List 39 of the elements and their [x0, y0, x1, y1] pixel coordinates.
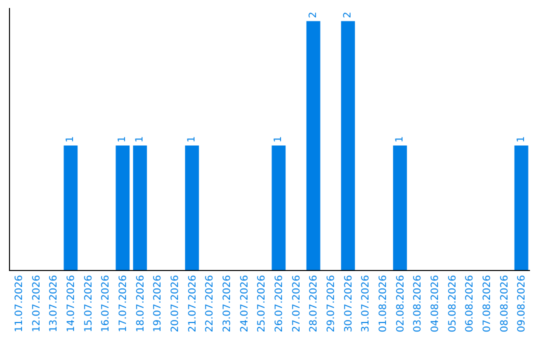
x-tick-label: 09.08.2026: [516, 275, 528, 332]
data-label: 2: [342, 12, 354, 18]
x-tick-label: 15.07.2026: [83, 275, 94, 332]
x-tick-label: 31.07.2026: [360, 275, 372, 332]
x-tick-label: 11.07.2026: [14, 275, 25, 332]
x-tick-label: 06.08.2026: [464, 275, 476, 332]
data-label: 1: [394, 136, 406, 143]
x-tick-label: 17.07.2026: [118, 275, 129, 332]
x-tick-label: 02.08.2026: [395, 275, 406, 332]
x-tick-label: 23.07.2026: [222, 275, 233, 332]
x-tick-label: 13.07.2026: [48, 275, 60, 332]
data-label: 1: [186, 136, 198, 143]
x-tick-label: 29.07.2026: [326, 275, 337, 332]
x-tick-label: 26.07.2026: [274, 275, 285, 332]
x-tick-label: 14.07.2026: [66, 275, 77, 332]
data-label: 2: [308, 12, 319, 18]
x-tick-label: 08.08.2026: [499, 275, 510, 332]
x-tick-label: 07.08.2026: [482, 275, 493, 332]
data-label: 1: [273, 136, 284, 143]
data-label: 1: [516, 136, 527, 143]
x-tick-label: 12.07.2026: [31, 275, 42, 332]
data-label: 1: [117, 136, 128, 143]
x-tick-label: 24.07.2026: [239, 275, 250, 332]
x-tick-label: 25.07.2026: [256, 275, 268, 332]
x-tick-label: 20.07.2026: [170, 275, 181, 332]
x-tick-label: 05.08.2026: [447, 275, 458, 332]
x-tick-label: 03.08.2026: [412, 275, 424, 332]
data-label: 1: [65, 136, 76, 143]
x-tick-label: 22.07.2026: [204, 275, 216, 332]
x-tick-label: 01.08.2026: [378, 275, 389, 332]
x-tick-label: 28.07.2026: [308, 275, 320, 332]
x-tick-label: 19.07.2026: [152, 275, 164, 332]
x-tick-label: 27.07.2026: [291, 275, 302, 332]
x-tick-label: 16.07.2026: [100, 275, 112, 332]
x-tick-label: 30.07.2026: [343, 275, 354, 332]
x-tick-label: 21.07.2026: [187, 275, 198, 332]
x-tick-label: 04.08.2026: [430, 275, 441, 332]
data-label: 1: [134, 136, 146, 143]
x-tick-label: 18.07.2026: [135, 275, 146, 332]
